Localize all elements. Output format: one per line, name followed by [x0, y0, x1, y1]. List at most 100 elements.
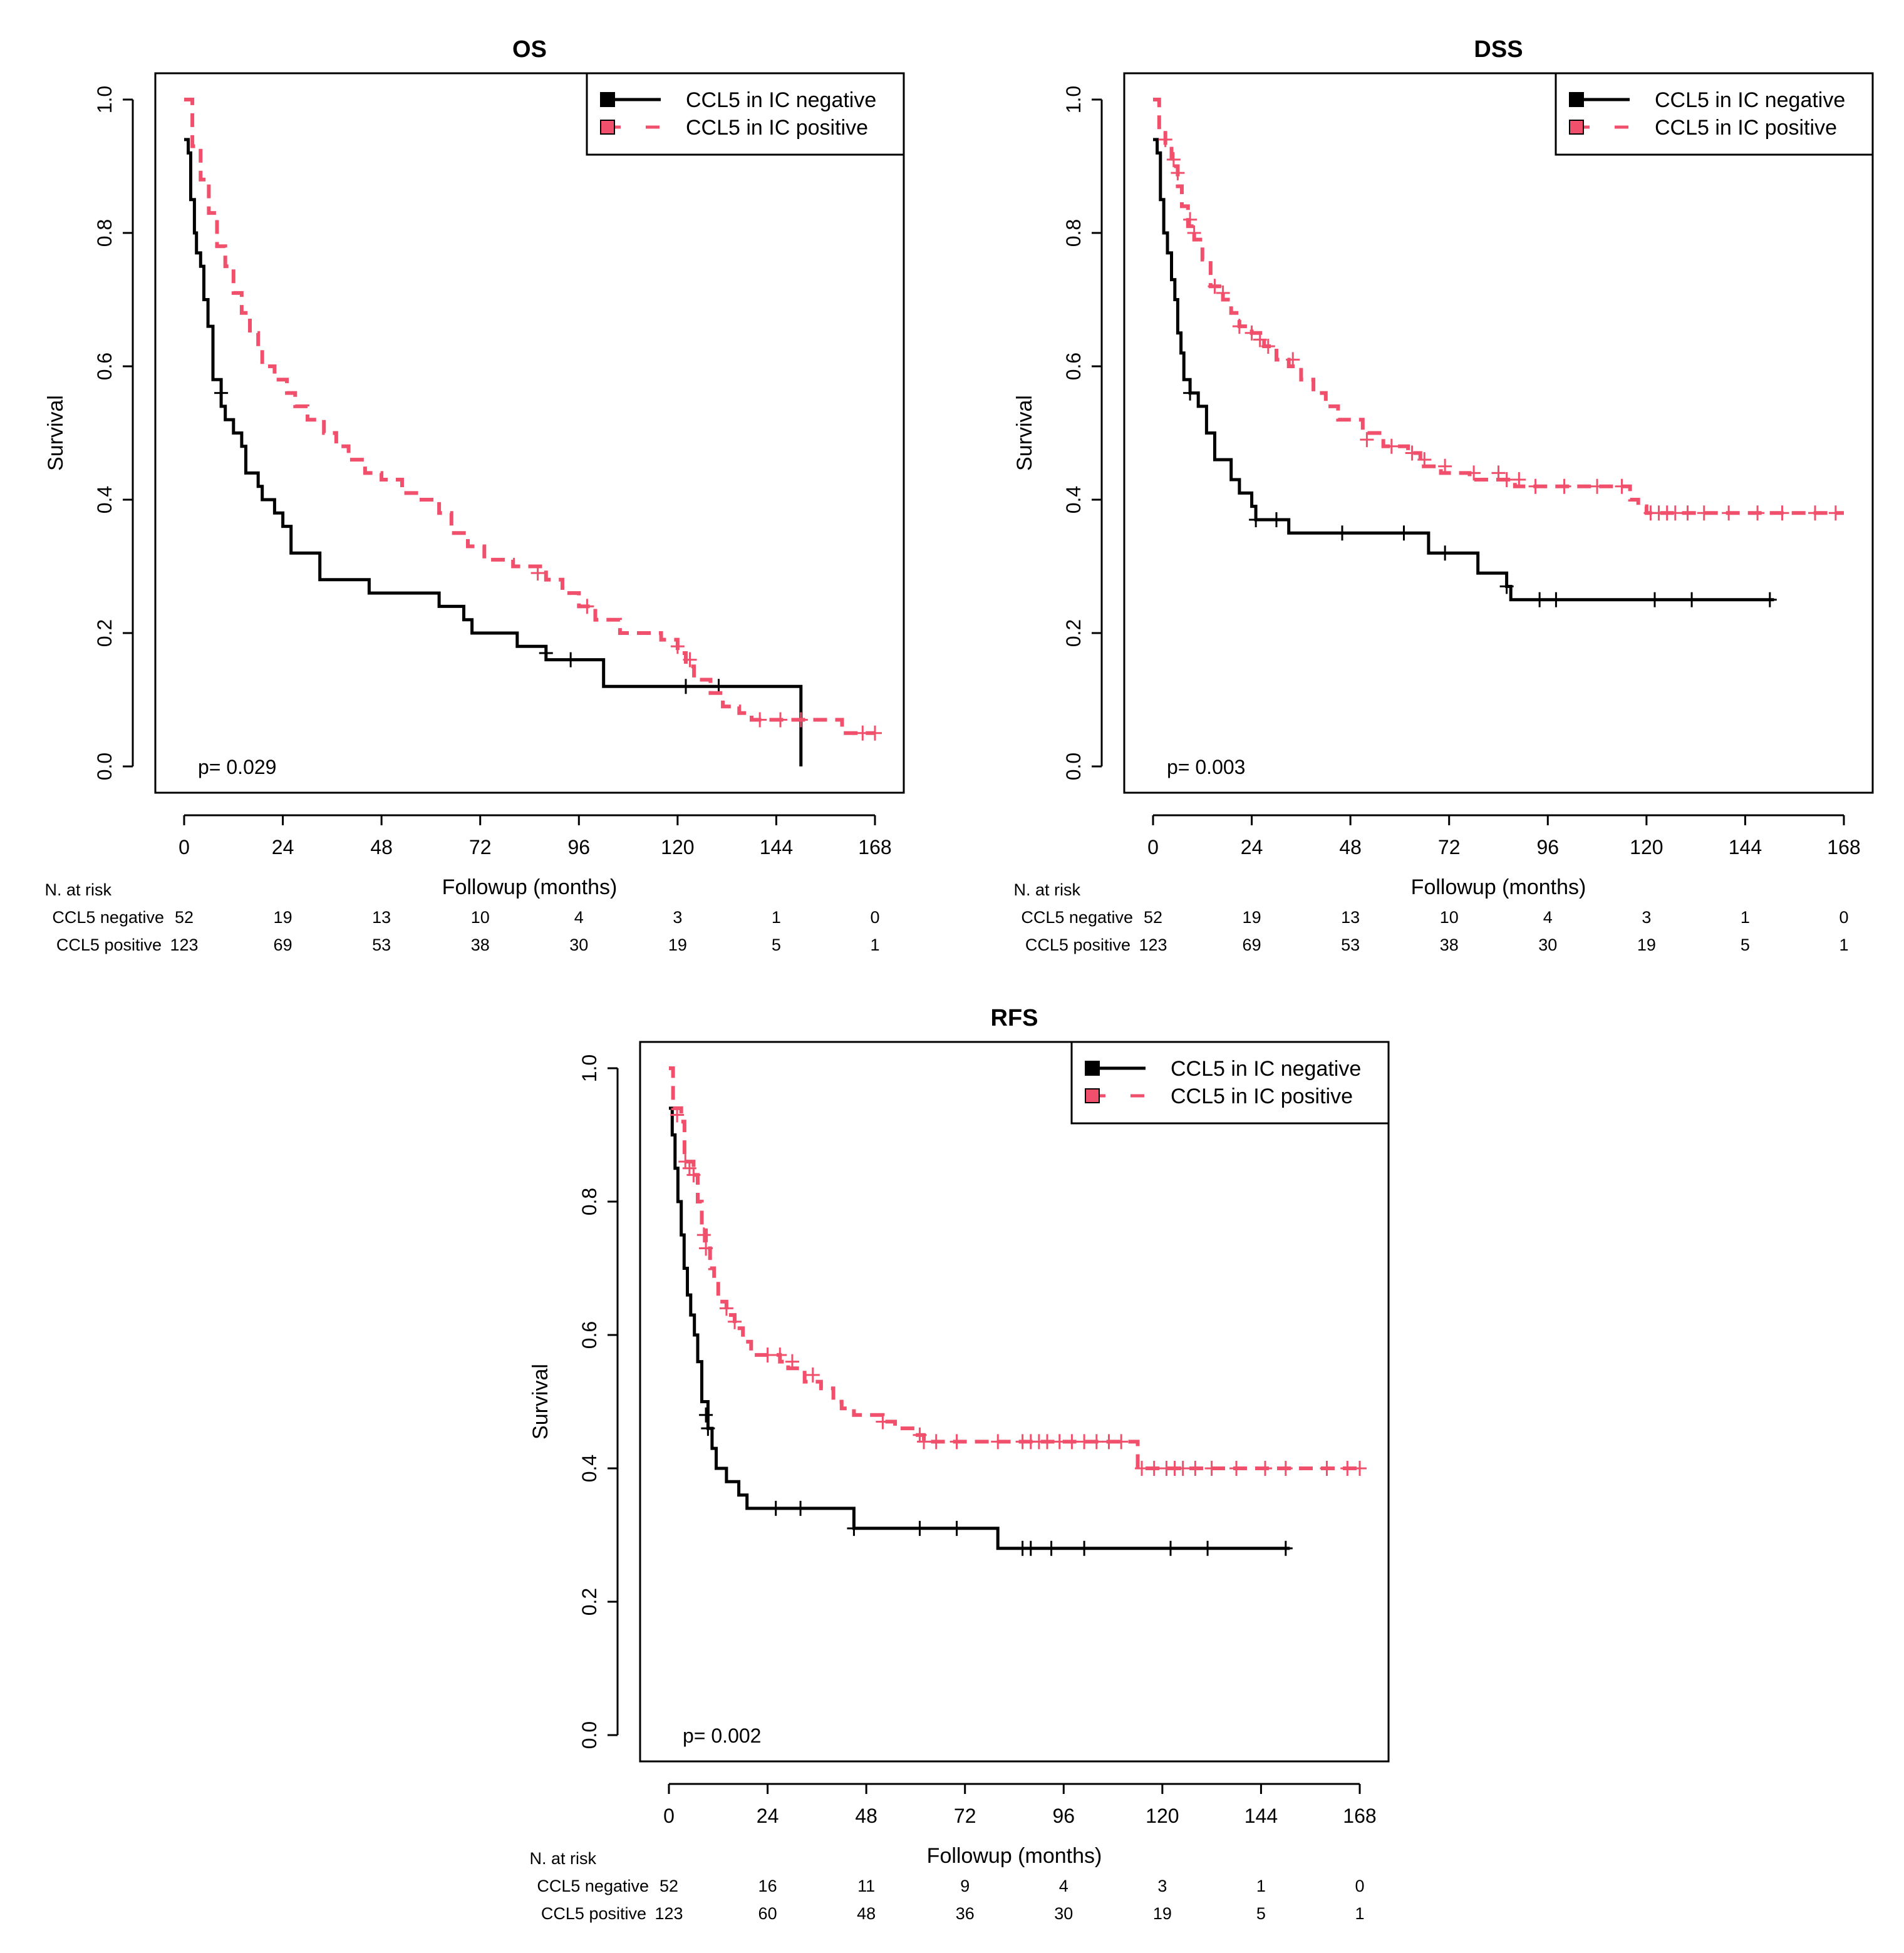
censor-mark [913, 1520, 927, 1536]
at-risk-count: 0 [870, 908, 879, 927]
censor-mark [564, 652, 578, 667]
censor-mark [1438, 458, 1452, 474]
y-tick-label: 0.4 [93, 486, 116, 513]
censor-mark [949, 1520, 964, 1536]
at-risk-count: 19 [668, 935, 687, 954]
censor-mark [1751, 505, 1765, 521]
p-value: p= 0.029 [198, 756, 276, 778]
y-tick-label: 0.0 [1062, 753, 1085, 780]
censor-mark [580, 599, 594, 614]
at-risk-count: 5 [1256, 1904, 1266, 1923]
y-tick-label: 1.0 [1062, 86, 1085, 113]
legend-swatch-positive [1085, 1088, 1100, 1103]
x-axis-label: Followup (months) [927, 1844, 1102, 1868]
censor-mark [696, 1227, 711, 1243]
censor-mark [876, 1414, 890, 1430]
legend-box [1070, 1041, 1390, 1125]
censor-mark [794, 1500, 808, 1516]
censor-mark [1187, 225, 1201, 240]
x-axis-label: Followup (months) [442, 875, 618, 899]
legend-box [1555, 72, 1874, 156]
x-tick-label: 0 [178, 836, 190, 858]
censor-mark [683, 652, 697, 667]
censor-mark [1147, 1461, 1161, 1476]
censor-mark [1397, 525, 1411, 541]
at-risk-label-positive: CCL5 positive [1025, 935, 1130, 954]
at-risk-count: 1 [772, 908, 781, 927]
at-risk-count: 11 [857, 1877, 875, 1895]
censor-mark [1340, 1461, 1355, 1476]
x-tick-label: 144 [1729, 836, 1762, 858]
censor-mark [773, 1347, 787, 1363]
censor-mark [1499, 579, 1514, 594]
censor-mark [1384, 438, 1399, 454]
censor-mark [1647, 592, 1662, 607]
x-tick-label: 24 [757, 1805, 779, 1827]
x-tick-label: 168 [858, 836, 891, 858]
at-risk-header: N. at risk [1013, 880, 1080, 899]
censor-mark [1269, 512, 1283, 527]
at-risk-label-negative: CCL5 negative [537, 1877, 649, 1895]
at-risk-count: 19 [1153, 1904, 1172, 1923]
censor-mark [1258, 1461, 1272, 1476]
at-risk-count: 19 [1243, 908, 1261, 927]
y-tick-label: 0.8 [578, 1188, 601, 1215]
censor-mark [1499, 472, 1514, 488]
censor-mark [1828, 505, 1843, 521]
at-risk-label-positive: CCL5 positive [541, 1904, 646, 1923]
censor-mark [701, 1421, 715, 1436]
censor-mark [1491, 465, 1506, 481]
y-axis-label: Survival [529, 1364, 552, 1440]
censor-mark [1102, 1434, 1116, 1450]
censor-mark [1533, 592, 1547, 607]
censor-mark [1615, 478, 1629, 494]
x-tick-label: 0 [1147, 836, 1159, 858]
at-risk-count: 1 [1355, 1904, 1364, 1923]
at-risk-count: 3 [1157, 1877, 1167, 1895]
chart-title: RFS [991, 1005, 1038, 1031]
survival-curve-positive [1153, 98, 1844, 515]
at-risk-count: 30 [1054, 1904, 1073, 1923]
y-axis-label: Survival [1013, 395, 1037, 471]
at-risk-label-negative: CCL5 negative [1021, 908, 1133, 927]
censor-mark [1089, 1434, 1104, 1450]
censor-mark [1216, 285, 1230, 301]
x-tick-label: 72 [469, 836, 492, 858]
at-risk-count: 4 [574, 908, 584, 927]
censor-mark [1680, 505, 1695, 521]
at-risk-label-positive: CCL5 positive [56, 935, 162, 954]
censor-mark [1417, 452, 1432, 468]
censor-mark [1685, 592, 1699, 607]
x-tick-label: 96 [567, 836, 590, 858]
at-risk-label-negative: CCL5 negative [52, 908, 164, 927]
x-tick-label: 72 [954, 1805, 976, 1827]
at-risk-count: 53 [372, 935, 391, 954]
x-tick-label: 48 [855, 1805, 877, 1827]
at-risk-count: 52 [660, 1877, 678, 1895]
censor-mark [1166, 152, 1181, 167]
y-tick-label: 0.6 [93, 353, 116, 380]
survival-curve-positive [669, 1066, 1360, 1470]
censor-mark [1286, 352, 1300, 368]
censor-mark [753, 712, 767, 728]
legend-label: CCL5 in IC negative [686, 88, 876, 112]
y-tick-label: 0.2 [1062, 619, 1085, 647]
censor-mark [868, 725, 882, 741]
at-risk-count: 5 [772, 935, 781, 954]
censor-mark [539, 645, 553, 661]
censor-mark [1171, 165, 1185, 181]
at-risk-count: 9 [960, 1877, 970, 1895]
censor-mark [1135, 1461, 1149, 1476]
x-tick-label: 48 [1339, 836, 1362, 858]
at-risk-count: 0 [1355, 1877, 1364, 1895]
censor-mark [1353, 1461, 1367, 1476]
censor-mark [670, 1107, 685, 1123]
x-tick-label: 168 [1343, 1805, 1376, 1827]
censor-mark [1183, 385, 1198, 401]
y-tick-label: 1.0 [93, 86, 116, 113]
y-axis-label: Survival [44, 395, 68, 471]
censor-mark [1201, 1540, 1215, 1556]
at-risk-count: 123 [1139, 935, 1167, 954]
censor-mark [699, 1407, 713, 1423]
legend-swatch-negative [1085, 1061, 1100, 1076]
